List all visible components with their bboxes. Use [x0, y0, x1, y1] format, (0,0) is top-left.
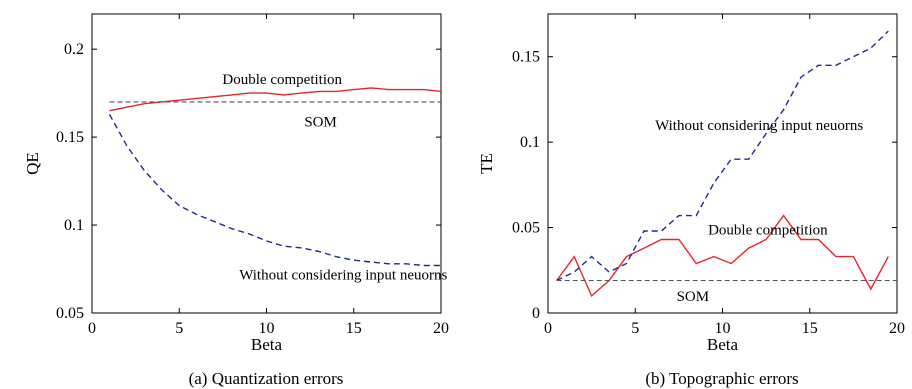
y-tick-label: 0.1	[64, 217, 84, 234]
series-line-without	[108, 113, 441, 267]
x-tick-label: 20	[433, 320, 449, 337]
y-tick-label: 0	[532, 305, 540, 322]
annotation-label: Without considering input neuorns	[239, 267, 447, 283]
x-tick-label: 15	[346, 320, 362, 337]
chart-caption: (a) Quantization errors	[189, 369, 344, 388]
annotation-label: Without considering input neuorns	[655, 118, 863, 134]
x-tick-label: 5	[631, 320, 639, 337]
annotation-label: SOM	[304, 114, 337, 130]
y-tick-label: 0.05	[56, 305, 84, 322]
annotation-label: Double competition	[222, 72, 342, 88]
x-tick-label: 10	[259, 320, 275, 337]
plot-frame	[547, 13, 898, 314]
x-axis-label: Beta	[707, 335, 739, 354]
y-tick-label: 0.2	[64, 41, 84, 58]
chart-panel-a: 0 5 10 15 20 0.05 0.1 0.15 0.2 Beta QE (a) Quantiza…	[23, 13, 449, 388]
x-axis-label: Beta	[251, 335, 283, 354]
y-tick-label: 0.1	[520, 134, 540, 151]
y-tick-label: 0.15	[56, 129, 84, 146]
series-line-double	[109, 87, 442, 112]
annotation-label: Double competition	[708, 222, 828, 238]
series-line-double	[556, 214, 889, 298]
x-tick-label: 0	[544, 320, 552, 337]
annotation-label: SOM	[677, 289, 710, 305]
series-line-without	[556, 30, 889, 282]
y-tick-label: 0.15	[512, 49, 540, 66]
x-tick-label: 0	[88, 320, 96, 337]
x-tick-label: 5	[175, 320, 183, 337]
x-tick-label: 15	[802, 320, 818, 337]
y-tick-label: 0.05	[512, 220, 540, 237]
y-axis-label: QE	[23, 152, 42, 175]
chart-caption: (b) Topographic errors	[645, 369, 798, 388]
y-axis-label: TE	[477, 153, 496, 174]
x-tick-label: 10	[715, 320, 731, 337]
x-tick-label: 20	[889, 320, 905, 337]
chart-panel-b: 0 5 10 15 20 0 0.05 0.1 0.15 Beta TE (b) Topographi…	[477, 13, 905, 388]
